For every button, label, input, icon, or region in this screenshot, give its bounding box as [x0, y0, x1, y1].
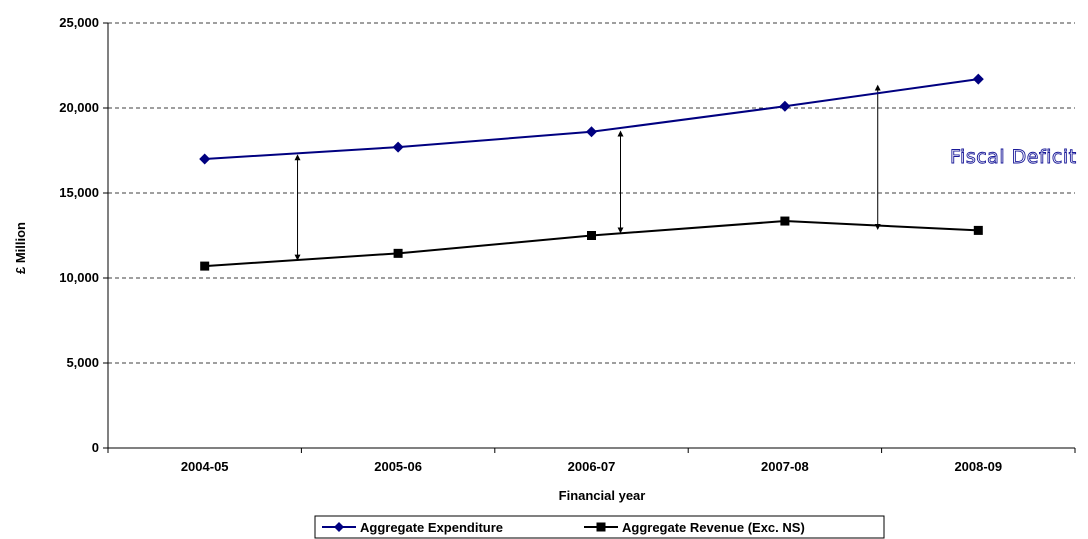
x-axis-title: Financial year — [559, 488, 646, 503]
x-tick-labels: 2004-05 2005-06 2006-07 2007-08 2008-09 — [181, 459, 1002, 474]
x-tick-label: 2006-07 — [568, 459, 616, 474]
data-point — [779, 100, 791, 112]
data-point — [586, 126, 597, 138]
data-point — [780, 216, 790, 226]
y-axis-title: £ Million — [13, 222, 28, 274]
data-point — [392, 141, 404, 153]
x-tick-label: 2005-06 — [374, 459, 422, 474]
legend-marker — [334, 522, 344, 532]
y-tick-label: 10,000 — [59, 270, 99, 285]
data-point — [972, 73, 984, 85]
legend: Aggregate Expenditure Aggregate Revenue (… — [314, 515, 885, 539]
y-tick-label: 15,000 — [59, 185, 99, 200]
series-line — [204, 220, 979, 268]
y-tick-labels: 0 5,000 10,000 15,000 20,000 25,000 — [59, 15, 99, 455]
x-tick-label: 2007-08 — [761, 459, 809, 474]
y-tick-label: 25,000 — [59, 15, 99, 30]
y-tick-label: 5,000 — [66, 355, 99, 370]
axes — [103, 22, 1076, 453]
y-tick-label: 0 — [92, 440, 99, 455]
y-tick-label: 20,000 — [59, 100, 99, 115]
fiscal-deficit-annotation: Fiscal Deficit — [950, 146, 1077, 168]
x-tick-label: 2008-09 — [954, 459, 1002, 474]
x-tick-label: 2004-05 — [181, 459, 229, 474]
data-point — [973, 225, 983, 235]
deficit-arrows — [294, 84, 881, 261]
series — [199, 73, 984, 271]
legend-marker — [596, 522, 606, 532]
gridlines — [108, 22, 1075, 364]
legend-label: Aggregate Expenditure — [360, 520, 503, 535]
data-point — [199, 153, 211, 165]
legend-label: Aggregate Revenue (Exc. NS) — [622, 520, 805, 535]
data-point — [587, 231, 596, 240]
series-line — [204, 78, 979, 160]
data-point — [393, 248, 403, 258]
data-point — [200, 261, 210, 271]
